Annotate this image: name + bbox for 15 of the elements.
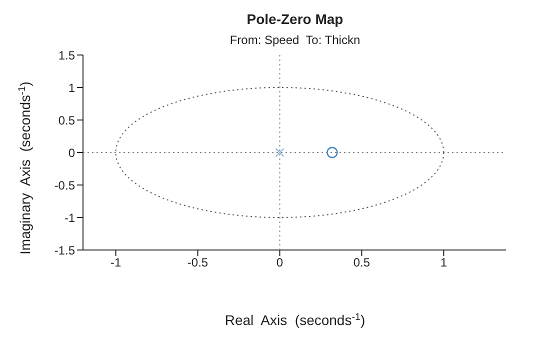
x-tick-label: 1 [440,256,448,270]
x-axis-title: Real Axis (seconds$^{-1}$) [224,312,366,328]
x-tick-label: 0 [276,256,284,270]
y-tick-label: 0 [68,146,76,160]
chart-subtitle: From: Speed To: Thickn [230,33,360,47]
x-tick-label: -0.5 [187,256,208,270]
y-tick-label: -0.5 [54,178,76,192]
y-tick-label: -1 [64,210,76,225]
y-tick-label: 1 [68,80,76,95]
x-tick-label: -1 [110,256,122,270]
x-tick-label: 0.5 [353,256,370,270]
chart-title: Pole-Zero Map [246,11,344,27]
y-tick-label: -1.5 [54,243,76,258]
y-tick-label: 0.5 [58,113,76,128]
y-tick-label: 1.5 [58,48,76,62]
